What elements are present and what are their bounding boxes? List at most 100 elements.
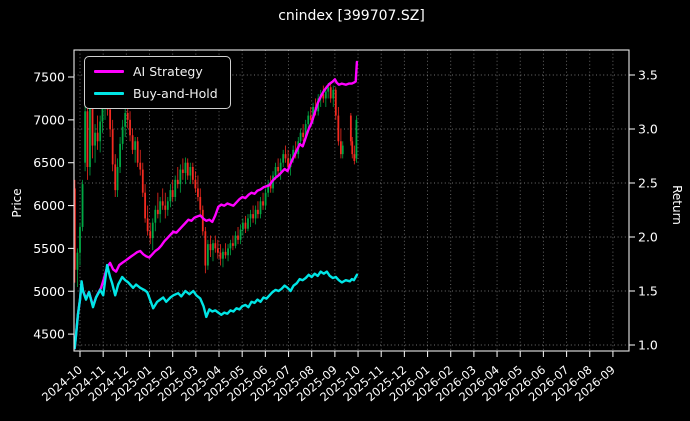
- candle-body: [329, 87, 332, 99]
- candle-body: [341, 145, 344, 155]
- candle-body: [355, 119, 358, 159]
- chart-title: cnindex [399707.SZ]: [278, 8, 425, 24]
- candle-body: [197, 188, 199, 197]
- return-tick-label: 2.5: [638, 176, 658, 191]
- candle-body: [74, 188, 76, 270]
- candle-body: [199, 196, 202, 210]
- candle-body: [224, 251, 227, 256]
- candle-body: [227, 248, 229, 256]
- plot-marks: [74, 60, 359, 350]
- candle-body: [232, 243, 234, 246]
- candle-body: [219, 252, 222, 259]
- price-tick-label: 7000: [33, 112, 65, 127]
- legend-item-buy-and-hold: Buy-and-Hold: [94, 84, 218, 103]
- candle-body: [206, 244, 209, 266]
- candle-body: [274, 166, 277, 176]
- legend-label: AI Strategy: [133, 64, 203, 79]
- candle-body: [146, 218, 149, 232]
- candle-body: [214, 243, 217, 249]
- candle-body: [282, 154, 285, 163]
- price-tick-label: 5500: [33, 241, 65, 256]
- candle-body: [141, 169, 144, 193]
- candle-body: [76, 252, 79, 270]
- candle-body: [279, 162, 282, 172]
- price-tick-label: 5000: [33, 284, 65, 299]
- return-tick-label: 1.5: [638, 284, 658, 299]
- candle-body: [89, 106, 91, 167]
- candle-body: [339, 141, 342, 155]
- candle-body: [131, 135, 134, 150]
- candle-body: [121, 126, 124, 144]
- candle-body: [257, 209, 259, 215]
- ai-strategy-line-swatch: [94, 70, 124, 73]
- candle-body: [241, 222, 244, 230]
- candle-body: [307, 115, 310, 125]
- price-tick-label: 4500: [33, 327, 65, 342]
- ai-strategy-line: [74, 60, 359, 350]
- candle-body: [161, 201, 164, 206]
- candle-body: [237, 235, 239, 240]
- candle-body: [101, 106, 104, 122]
- candle-body: [134, 141, 137, 150]
- return-tick-label: 2.0: [638, 230, 658, 245]
- candle-body: [166, 201, 169, 210]
- candle-body: [94, 132, 96, 146]
- legend: AI Strategy Buy-and-Hold: [84, 56, 231, 109]
- price-tick-label: 6000: [33, 198, 65, 213]
- candle-body: [299, 132, 302, 142]
- legend-item-ai-strategy: AI Strategy: [94, 62, 218, 81]
- candle-body: [201, 209, 204, 232]
- candle-body: [284, 154, 287, 159]
- candle-body: [244, 222, 247, 229]
- candle-body: [129, 119, 131, 136]
- candle-body: [181, 169, 184, 173]
- candle-body: [216, 248, 219, 253]
- axes-spines: [73, 49, 630, 352]
- candle-body: [252, 214, 254, 219]
- candle-body: [212, 243, 214, 251]
- candle-body: [179, 169, 182, 185]
- candle-body: [154, 209, 157, 223]
- candle-body: [264, 192, 267, 206]
- candle-body: [247, 218, 249, 229]
- candle-body: [169, 190, 172, 202]
- candle-body: [139, 162, 142, 170]
- candle-body: [174, 179, 177, 197]
- candle-body: [309, 115, 312, 120]
- candle-body: [136, 141, 139, 163]
- candle-body: [79, 226, 81, 253]
- candle-body: [91, 106, 94, 146]
- candle-body: [267, 184, 270, 193]
- candle-body: [209, 244, 212, 251]
- return-tick-label: 3.5: [638, 68, 658, 83]
- candle-body: [124, 112, 127, 127]
- candle-body: [204, 231, 207, 266]
- candle-body: [269, 184, 272, 189]
- buy-and-hold-line-swatch: [94, 92, 124, 95]
- candle-body: [149, 231, 152, 239]
- candle-body: [334, 89, 337, 116]
- candle-body: [327, 87, 330, 92]
- candle-body: [189, 166, 192, 176]
- candle-body: [324, 91, 327, 99]
- return-tick-label: 3.0: [638, 122, 658, 137]
- price-tick-label: 6500: [33, 155, 65, 170]
- candle-body: [194, 179, 197, 189]
- candle-body: [292, 149, 295, 159]
- candle-body: [111, 129, 114, 165]
- candle-body: [186, 162, 189, 176]
- candle-body: [81, 184, 84, 227]
- candle-body: [262, 201, 264, 206]
- candle-body: [156, 209, 159, 215]
- candle-body: [277, 166, 280, 172]
- candle-body: [119, 143, 121, 167]
- candle-body: [229, 243, 232, 249]
- candle-body: [351, 141, 354, 155]
- candle-body: [191, 166, 194, 180]
- candle-body: [239, 229, 242, 240]
- return-tick-label: 1.0: [638, 338, 658, 353]
- candle-body: [96, 132, 99, 142]
- candle-body: [304, 124, 307, 137]
- candle-body: [126, 112, 129, 120]
